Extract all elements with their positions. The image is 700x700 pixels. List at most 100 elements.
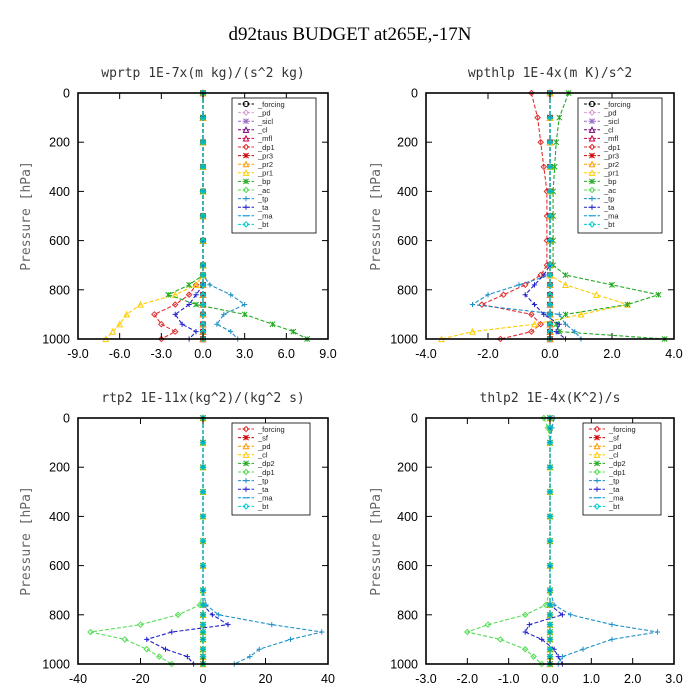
legend-marker (243, 460, 249, 467)
x-tick-label: 2.0 (624, 672, 641, 686)
legend-label: _ma (603, 212, 619, 221)
x-tick-label: 6.0 (278, 347, 295, 361)
data-point (546, 586, 554, 594)
data-point (546, 513, 554, 520)
data-point (158, 335, 165, 343)
data-point (655, 291, 662, 298)
data-point (143, 645, 151, 653)
panel-title: rtp2 1E-11x(kg^2)/(kg^2 s) (101, 391, 305, 406)
legend-label: _pr2 (257, 160, 273, 169)
series-line-dp1 (480, 92, 548, 340)
data-point (593, 291, 600, 298)
legend-label: _ta (257, 485, 269, 494)
y-tick-label: 600 (49, 559, 70, 573)
data-point (221, 311, 227, 317)
data-point (199, 301, 207, 308)
x-tick-label: -4.0 (415, 347, 437, 361)
data-point (538, 660, 546, 668)
x-tick-label: -2.0 (457, 672, 479, 686)
data-point (551, 163, 558, 170)
data-point (553, 139, 560, 146)
data-point (137, 300, 144, 308)
data-point (546, 281, 554, 289)
y-axis-label: Pressure [hPa] (19, 486, 34, 596)
data-point (269, 622, 275, 628)
data-point (559, 612, 565, 618)
data-point (522, 292, 528, 298)
data-point (469, 301, 476, 308)
series-line-bp (552, 92, 665, 340)
legend-label: _cl (257, 126, 268, 135)
data-point (562, 321, 569, 327)
data-point (528, 311, 535, 318)
y-tick-label: 800 (397, 608, 418, 622)
data-point (174, 611, 182, 619)
legend-label: _ta (608, 485, 620, 494)
data-point (199, 271, 207, 279)
data-point (526, 622, 532, 628)
data-point (556, 311, 562, 317)
series-group (102, 89, 311, 343)
data-point (478, 301, 486, 308)
y-tick-label: 400 (397, 185, 418, 199)
data-point (199, 488, 207, 496)
y-tick-label: 200 (49, 461, 70, 475)
data-point (199, 621, 207, 628)
data-point (199, 463, 207, 471)
legend-label: _cl (257, 451, 268, 460)
data-point (151, 311, 158, 318)
legend-marker (594, 434, 600, 441)
data-point (500, 291, 507, 299)
data-point (228, 292, 234, 298)
y-axis-label: Pressure [hPa] (369, 486, 384, 596)
data-point (546, 645, 554, 653)
data-point (485, 292, 491, 298)
legend-marker (243, 486, 249, 492)
data-point (199, 138, 207, 146)
data-point (171, 328, 179, 335)
data-point (199, 611, 207, 619)
legend-label: _dp1 (608, 468, 626, 477)
legend-label: _forcing (257, 100, 285, 109)
legend-marker (242, 425, 250, 433)
data-point (199, 513, 207, 520)
data-point (192, 281, 200, 288)
y-tick-label: 600 (49, 234, 70, 248)
data-point (199, 645, 207, 653)
data-point (556, 321, 562, 327)
y-tick-label: 0 (411, 87, 418, 101)
y-tick-label: 400 (397, 510, 418, 524)
x-tick-label: 2.0 (603, 347, 620, 361)
data-point (123, 310, 131, 318)
data-point (546, 163, 554, 171)
data-point (184, 654, 190, 660)
legend-marker (242, 134, 250, 142)
chart-panel-3: rtp2 1E-11x(kg^2)/(kg^2 s) Pressure [hPa]… (19, 391, 335, 686)
data-point (609, 636, 615, 642)
legend-label: _dp1 (257, 468, 275, 477)
legend-label: _bt (603, 220, 615, 229)
y-tick-label: 0 (63, 412, 70, 426)
legend-label: _pd (608, 442, 622, 451)
y-tick-label: 400 (49, 510, 70, 524)
data-point (269, 321, 276, 328)
legend-label: _tp (608, 476, 619, 485)
data-point (193, 329, 199, 335)
legend: _forcing_pd_sicl_cl_mfl_dp1_pr3_pr2_pr1_… (231, 97, 317, 234)
data-point (546, 636, 554, 643)
data-point (562, 311, 569, 318)
data-point (186, 301, 192, 308)
legend-label: _sicl (603, 117, 619, 126)
data-point (242, 301, 248, 308)
y-tick-label: 600 (397, 234, 418, 248)
data-point (165, 291, 172, 298)
x-tick-label: 0.0 (194, 347, 211, 361)
legend-label: _ma (257, 212, 273, 221)
legend-marker (593, 442, 601, 450)
legend-marker (588, 186, 596, 194)
data-point (158, 320, 165, 328)
data-point (199, 320, 207, 328)
legend: _forcing_pd_sicl_cl_mfl_dp1_pr3_pr2_pr1_… (577, 97, 663, 234)
data-point (199, 660, 207, 668)
